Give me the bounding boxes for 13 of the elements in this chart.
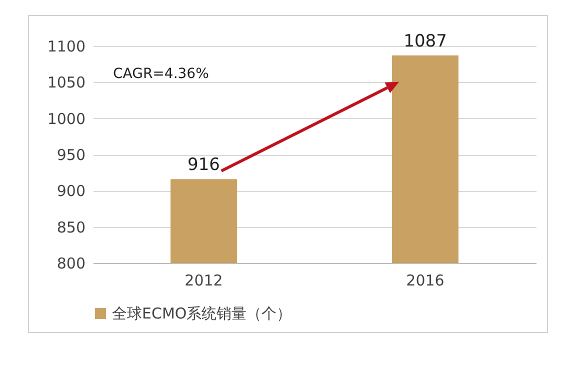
y-tick-label: 1100 xyxy=(47,38,86,56)
data-label: 1087 xyxy=(404,31,447,52)
x-tick-label: 2012 xyxy=(184,272,223,290)
annotation: CAGR=4.36% xyxy=(113,66,209,82)
y-tick-label: 1000 xyxy=(47,110,86,128)
x-tick-label: 2016 xyxy=(406,272,444,290)
y-tick-label: 900 xyxy=(56,182,86,200)
y-tick-label: 800 xyxy=(56,254,86,272)
data-label: 916 xyxy=(188,155,220,176)
y-tick-label: 1050 xyxy=(47,74,86,92)
y-tick-label: 950 xyxy=(56,146,86,164)
y-tick-label: 850 xyxy=(56,218,86,236)
legend-label: 全球ECMO系统销量（个） xyxy=(112,304,292,322)
